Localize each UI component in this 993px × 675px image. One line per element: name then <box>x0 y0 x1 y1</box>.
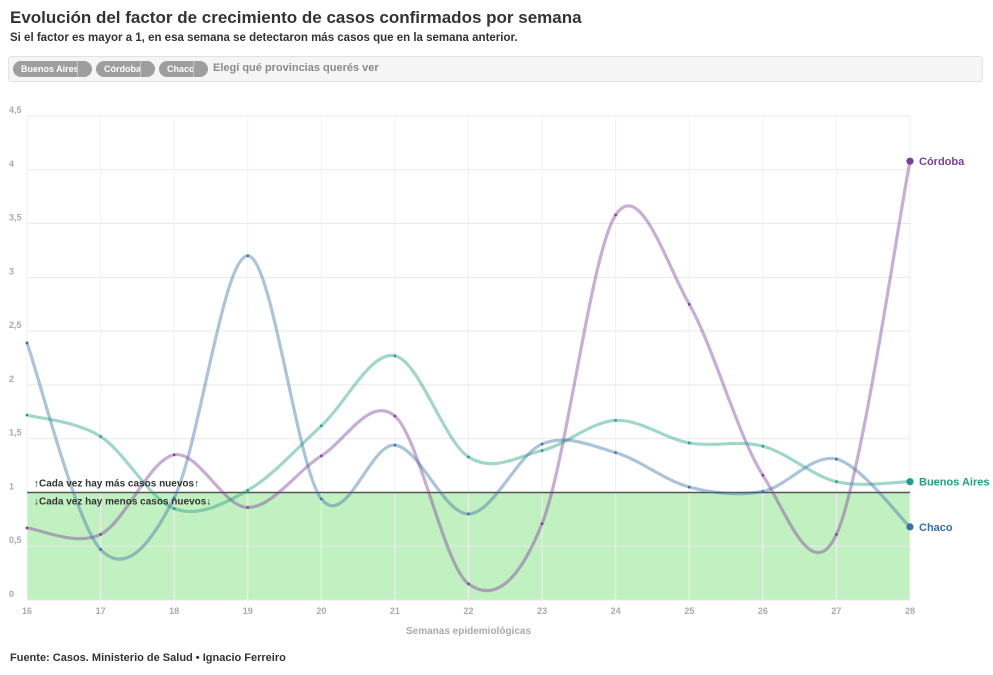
data-point-chaco <box>320 497 323 501</box>
x-tick-label: 28 <box>905 606 915 616</box>
data-point-chaco <box>25 341 29 345</box>
end-point-cordoba <box>906 157 914 165</box>
filter-placeholder[interactable]: Elegí qué provincias querés ver <box>213 62 379 74</box>
data-point-buenos-aires <box>393 354 397 358</box>
data-point-cordoba <box>687 302 691 306</box>
data-point-cordoba <box>761 473 765 477</box>
chip-remove-handle[interactable] <box>77 61 92 77</box>
chip-remove-handle[interactable] <box>140 61 155 77</box>
y-tick-label: 3 <box>9 266 14 276</box>
data-point-chaco <box>614 451 617 454</box>
data-point-chaco <box>99 548 102 551</box>
annotation-below: ↓Cada vez hay menos casos nuevos↓ <box>34 496 211 507</box>
data-point-cordoba <box>172 453 176 457</box>
data-point-cordoba <box>540 522 544 525</box>
data-point-chaco <box>172 496 176 500</box>
series-label-chaco: Chaco <box>919 522 953 534</box>
y-tick-label: 3,5 <box>9 213 22 223</box>
data-point-cordoba <box>467 582 470 586</box>
y-tick-label: 2 <box>9 374 14 384</box>
x-axis-title: Semanas epidemiológicas <box>406 626 531 637</box>
data-point-cordoba <box>246 506 250 509</box>
series-label-buenos-aires: Buenos Aires <box>919 477 990 489</box>
data-point-chaco <box>246 254 250 258</box>
end-point-chaco <box>906 523 914 531</box>
data-point-cordoba <box>320 454 323 458</box>
data-point-chaco <box>761 490 765 493</box>
x-tick-label: 27 <box>831 606 841 616</box>
data-point-chaco <box>467 512 470 516</box>
data-point-chaco <box>540 442 544 446</box>
data-point-cordoba <box>614 213 617 217</box>
data-point-buenos-aires <box>835 480 838 483</box>
data-point-chaco <box>835 457 838 461</box>
y-tick-label: 4 <box>9 159 14 169</box>
x-tick-label: 24 <box>611 606 621 616</box>
x-tick-label: 19 <box>243 606 253 616</box>
x-tick-label: 18 <box>169 606 179 616</box>
end-point-buenos-aires <box>906 478 914 486</box>
source-footer: Fuente: Casos. Ministerio de Salud • Ign… <box>10 652 286 664</box>
data-point-buenos-aires <box>99 435 102 438</box>
data-point-buenos-aires <box>540 449 544 452</box>
x-tick-label: 22 <box>463 606 473 616</box>
chip-chaco[interactable]: Chaco <box>159 61 208 77</box>
y-tick-label: 0,5 <box>9 535 22 545</box>
series-label-cordoba: Córdoba <box>919 156 965 168</box>
province-filter-bar: Buenos Aires Córdoba Chaco Elegí qué pro… <box>8 56 983 82</box>
y-tick-label: 4,5 <box>9 105 22 115</box>
x-tick-label: 25 <box>684 606 694 616</box>
data-point-buenos-aires <box>761 444 765 448</box>
x-tick-label: 23 <box>537 606 547 616</box>
data-point-buenos-aires <box>614 419 617 422</box>
chip-label: Chaco <box>167 64 195 74</box>
chip-remove-handle[interactable] <box>193 61 208 77</box>
chip-buenos-aires[interactable]: Buenos Aires <box>13 61 92 77</box>
data-point-cordoba <box>835 533 838 536</box>
x-tick-label: 20 <box>316 606 326 616</box>
data-point-cordoba <box>25 526 29 530</box>
chart-title: Evolución del factor de crecimiento de c… <box>10 8 582 27</box>
data-point-buenos-aires <box>172 507 176 510</box>
data-point-chaco <box>687 485 691 489</box>
chart-subtitle: Si el factor es mayor a 1, en esa semana… <box>10 32 518 44</box>
data-point-cordoba <box>393 414 397 418</box>
chip-label: Buenos Aires <box>21 64 79 74</box>
data-point-buenos-aires <box>246 488 250 492</box>
data-point-buenos-aires <box>320 424 323 428</box>
x-tick-label: 26 <box>758 606 768 616</box>
data-point-cordoba <box>99 533 102 536</box>
x-tick-label: 16 <box>22 606 32 616</box>
y-tick-label: 0 <box>9 589 14 599</box>
y-tick-label: 1 <box>9 481 14 491</box>
annotation-above: ↑Cada vez hay más casos nuevos↑ <box>34 478 199 489</box>
data-point-chaco <box>393 443 397 447</box>
data-point-buenos-aires <box>687 441 691 445</box>
y-tick-label: 2,5 <box>9 320 22 330</box>
x-tick-label: 17 <box>96 606 106 616</box>
data-point-buenos-aires <box>25 413 29 417</box>
x-tick-label: 21 <box>390 606 400 616</box>
chip-label: Córdoba <box>104 64 141 74</box>
chip-cordoba[interactable]: Córdoba <box>96 61 155 77</box>
y-tick-label: 1,5 <box>9 428 22 438</box>
data-point-buenos-aires <box>467 455 470 459</box>
